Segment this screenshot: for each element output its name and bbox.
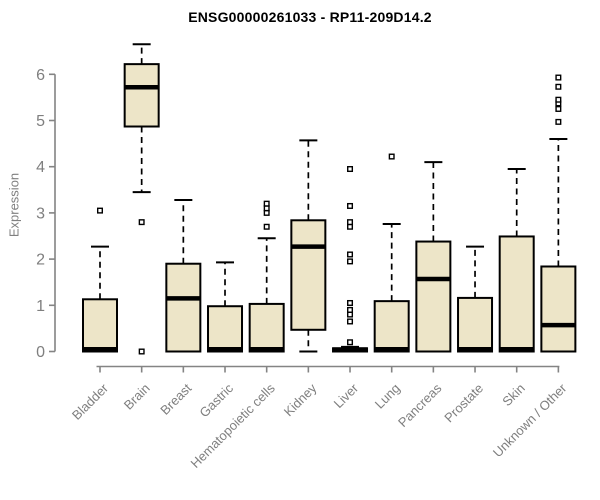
boxplot-gastric [207, 261, 244, 353]
y-tick-label: 2 [36, 252, 45, 269]
outlier-point [388, 153, 395, 160]
outlier-point [138, 219, 145, 226]
outlier-point [138, 348, 145, 355]
outlier-point [555, 74, 562, 81]
x-category-label-liver: Liver [331, 380, 362, 411]
chart-title: ENSG00000261033 - RP11-209D14.2 [188, 9, 432, 25]
y-tick-label: 1 [36, 298, 45, 315]
x-category-label-unknown-other: Unknown / Other [490, 380, 570, 460]
outlier-point [347, 223, 354, 230]
outlier-point [555, 118, 562, 125]
outlier-point [555, 96, 562, 103]
outlier-point [263, 200, 270, 207]
iqr-box [248, 302, 285, 353]
outlier-point [347, 306, 354, 313]
outlier-point [263, 223, 270, 230]
iqr-box [290, 219, 327, 331]
outlier-point [347, 299, 354, 306]
x-category-label-prostate: Prostate [441, 381, 486, 426]
iqr-box [82, 298, 118, 353]
outlier-point [263, 205, 270, 212]
iqr-box [373, 300, 410, 353]
x-category-label-skin: Skin [499, 381, 527, 409]
boxplot-lung [373, 153, 410, 353]
x-category-label-pancreas: Pancreas [395, 380, 445, 430]
outlier-point [555, 83, 562, 90]
iqr-box [207, 305, 244, 353]
outlier-point [347, 202, 354, 209]
boxplot-pancreas [415, 161, 452, 353]
x-category-label-gastric: Gastric [196, 380, 236, 420]
iqr-box [415, 240, 452, 353]
y-tick-label: 4 [36, 159, 45, 176]
iqr-box [498, 235, 535, 353]
iqr-box [123, 63, 160, 128]
outlier-point [347, 311, 354, 318]
iqr-box [457, 296, 494, 353]
boxplot-hematopoietic-cells [248, 200, 285, 353]
outlier-point [347, 219, 354, 226]
y-tick-label: 3 [36, 205, 45, 222]
y-tick-label: 6 [36, 67, 45, 84]
outlier-point [347, 166, 354, 173]
outlier-point [263, 209, 270, 216]
boxplot-unknown-other [540, 74, 577, 353]
x-category-label-lung: Lung [372, 381, 403, 412]
outlier-point [96, 207, 103, 214]
y-tick-label: 0 [36, 344, 45, 361]
iqr-box [165, 262, 202, 353]
boxplot-skin [498, 168, 535, 353]
outlier-point [347, 339, 354, 346]
boxplot-brain [123, 43, 160, 355]
x-category-label-bladder: Bladder [69, 380, 112, 423]
boxplot-kidney [290, 139, 327, 353]
boxplot-liver [332, 166, 369, 353]
x-category-label-kidney: Kidney [281, 380, 320, 419]
outlier-point [347, 251, 354, 258]
y-tick-label: 5 [36, 113, 45, 130]
boxplot-prostate [457, 245, 494, 353]
x-category-label-breast: Breast [157, 380, 194, 417]
outlier-point [347, 258, 354, 265]
boxplot-bladder [82, 207, 118, 353]
boxplot-breast [165, 198, 202, 353]
outlier-point [555, 105, 562, 112]
outlier-point [347, 318, 354, 325]
x-category-label-brain: Brain [121, 381, 153, 413]
iqr-box [540, 265, 577, 353]
